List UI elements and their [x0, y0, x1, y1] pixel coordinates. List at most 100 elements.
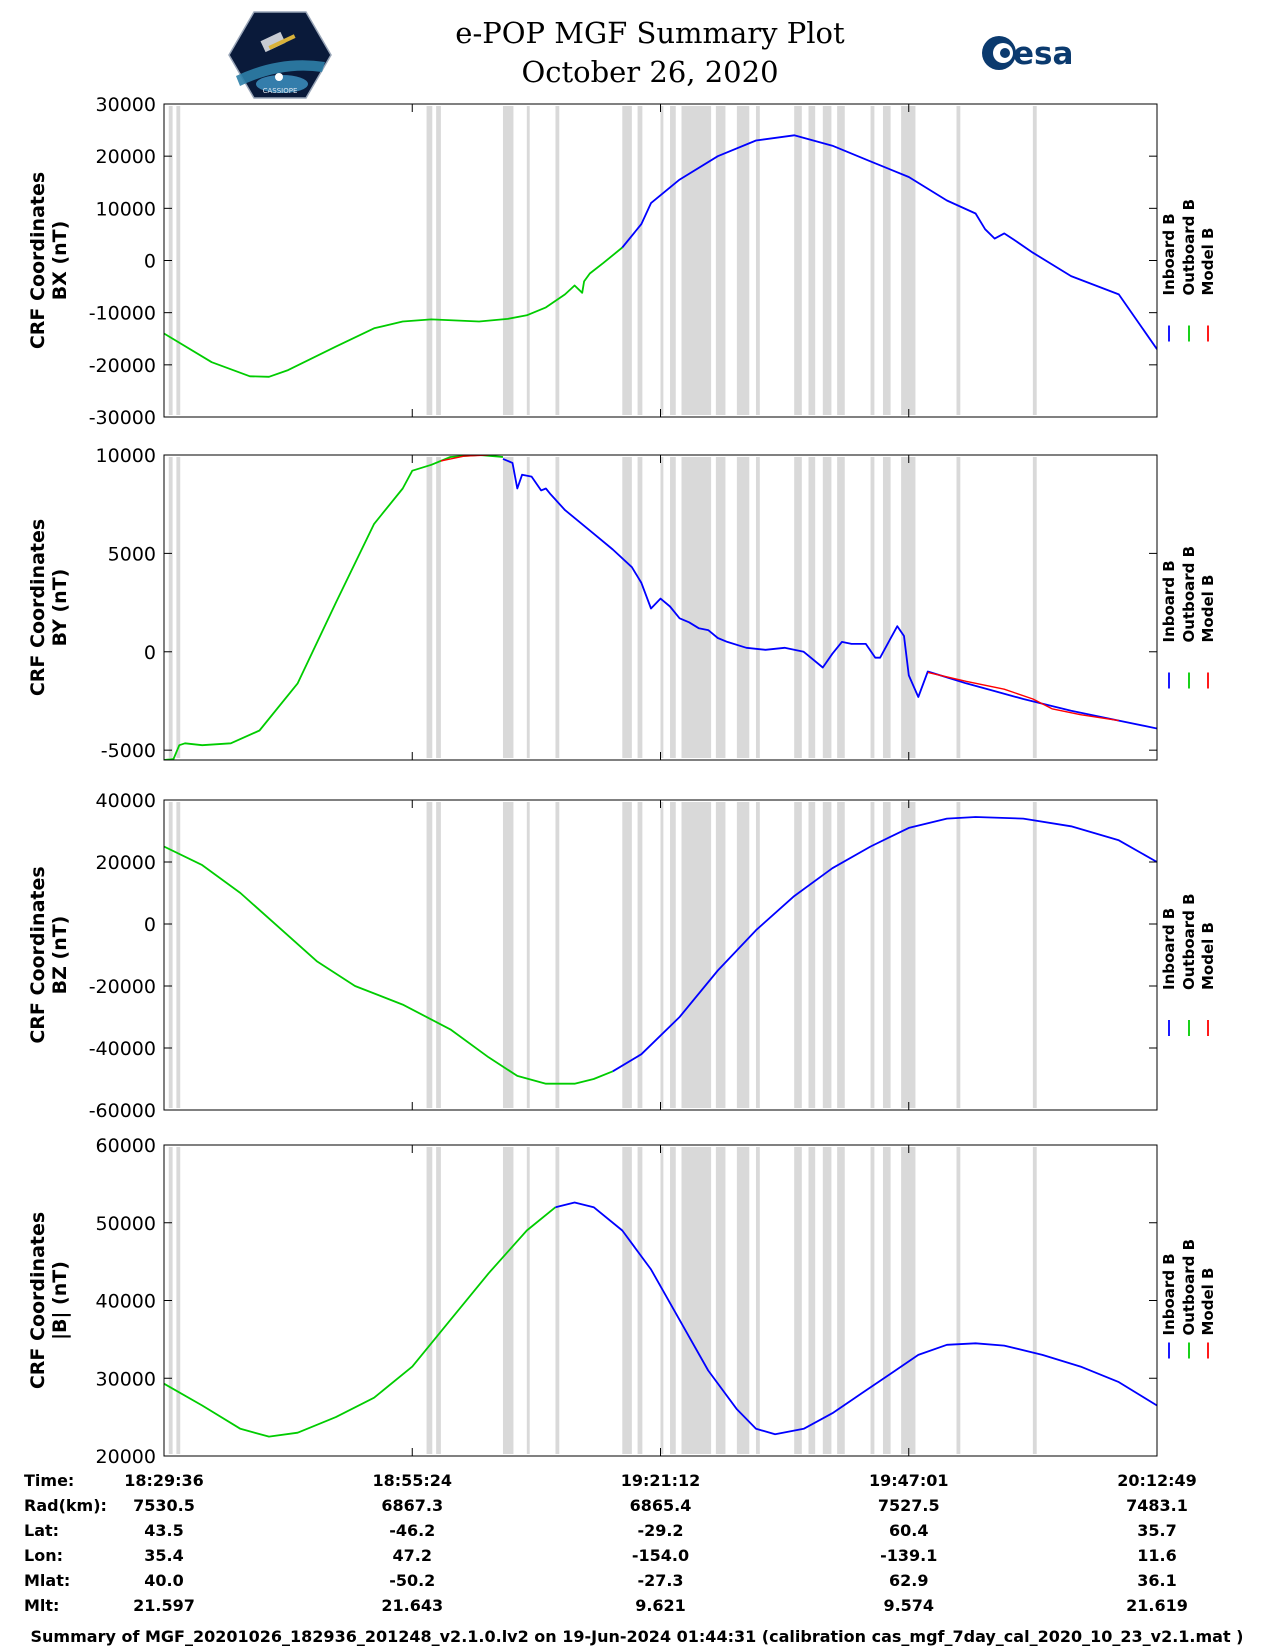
data-gap-band — [870, 106, 875, 415]
table-cell: 9.621 — [635, 1596, 686, 1615]
data-gap-band — [436, 106, 441, 415]
legend-entry-label: Inboard B — [1160, 1253, 1178, 1335]
data-gap-band — [808, 457, 816, 758]
y-tick-label: 0 — [144, 642, 156, 664]
data-gap-band — [526, 106, 530, 415]
y-tick-label: 20000 — [96, 852, 156, 874]
legend: Inboard B Outboard B Model B — [1160, 1239, 1217, 1359]
y-tick-label: -30000 — [89, 407, 156, 429]
table-cell: 19:21:12 — [621, 1471, 701, 1490]
data-gap-band — [736, 106, 750, 415]
table-cell: -139.1 — [880, 1546, 937, 1565]
y-tick-label: 10000 — [96, 445, 156, 467]
data-gap-band — [901, 802, 916, 1108]
data-gap-band — [176, 1147, 181, 1454]
y-tick-label: 10000 — [96, 198, 156, 220]
y-tick-label: -10000 — [89, 303, 156, 325]
series-group — [164, 1201, 1157, 1438]
data-gap-band — [555, 1147, 560, 1454]
data-gap-band — [1032, 802, 1037, 1108]
data-gap-band — [502, 802, 514, 1108]
data-gap-band — [1032, 457, 1037, 758]
data-gap-band — [637, 106, 643, 415]
data-gap-band — [901, 457, 916, 758]
table-cell: -154.0 — [632, 1546, 689, 1565]
footer-text: Summary of MGF_20201026_182936_201248_v2… — [31, 1627, 1244, 1646]
data-gap-band — [660, 457, 664, 758]
data-gap-band — [526, 802, 530, 1108]
legend-entry-label: Model B — [1199, 1268, 1217, 1336]
table-cell: 60.4 — [889, 1521, 928, 1540]
table-cell: 11.6 — [1137, 1546, 1176, 1565]
y-tick-label: -20000 — [89, 976, 156, 998]
y-axis-label-line: CRF Coordinates — [27, 1212, 49, 1389]
legend-entry-label: Model B — [1199, 228, 1217, 296]
data-gap-band — [837, 802, 845, 1108]
data-gap-band — [736, 1147, 750, 1454]
data-gap-band — [837, 1147, 845, 1454]
data-gap-band — [168, 457, 173, 758]
table-cell: 35.7 — [1137, 1521, 1176, 1540]
data-gap-band — [622, 106, 632, 415]
series-outboard-b — [164, 246, 623, 378]
table-cell: 7527.5 — [878, 1496, 940, 1515]
legend-entry-label: Inboard B — [1160, 213, 1178, 295]
table-cell: -29.2 — [637, 1521, 683, 1540]
ephemeris-table: Time: 18:29:36 18:55:24 19:21:12 19:47:01 20:… — [24, 1471, 1197, 1615]
y-tick-label: -5000 — [101, 740, 156, 762]
table-row-label: Lat: — [24, 1521, 59, 1540]
data-gap-band — [426, 106, 433, 415]
data-gap-band — [681, 1147, 712, 1454]
data-gap-band — [670, 457, 676, 758]
table-cell: 35.4 — [144, 1546, 183, 1565]
table-cell: 62.9 — [889, 1571, 928, 1590]
y-axis-label-line: BY (nT) — [49, 569, 71, 647]
data-gap-band — [168, 802, 173, 1108]
title-line-1: e-POP MGF Summary Plot — [455, 16, 845, 50]
logo-right-text: esa — [1013, 36, 1073, 72]
table-cell: 21.619 — [1126, 1596, 1188, 1615]
data-gap-band — [794, 457, 802, 758]
panel-bz: -60000 -40000 -20000 0 20000 40000 CRF Coordin… — [27, 790, 1217, 1122]
data-gap-band — [176, 457, 181, 758]
y-tick-label: 20000 — [96, 1446, 156, 1468]
data-gap-band — [755, 1147, 760, 1454]
table-cell: 36.1 — [1137, 1571, 1176, 1590]
data-gap-band — [870, 1147, 875, 1454]
series-outboard-b — [164, 1206, 557, 1438]
series-group — [164, 134, 1157, 378]
table-cell: 40.0 — [144, 1571, 183, 1590]
series-model-b — [927, 671, 1119, 722]
data-gap-band — [526, 457, 530, 758]
table-cell: 21.643 — [381, 1596, 443, 1615]
cassiope-logo: CASSIOPE — [228, 11, 332, 99]
table-row-label: Mlat: — [24, 1571, 70, 1590]
legend: Inboard B Outboard B Model B — [1160, 546, 1217, 689]
y-axis-label: CRF CoordinatesBZ (nT) — [27, 866, 71, 1043]
gap-shading — [168, 457, 1037, 758]
data-gap-band — [436, 1147, 441, 1454]
data-gap-band — [736, 802, 750, 1108]
title-line-2: October 26, 2020 — [521, 55, 778, 89]
data-gap-band — [715, 802, 726, 1108]
legend-entry-label: Inboard B — [1160, 908, 1178, 990]
data-gap-band — [882, 802, 891, 1108]
data-gap-band — [837, 106, 845, 415]
data-gap-band — [901, 106, 916, 415]
y-axis-label-line: BZ (nT) — [49, 916, 71, 995]
y-tick-label: -40000 — [89, 1038, 156, 1060]
y-tick-label: -20000 — [89, 355, 156, 377]
data-gap-band — [436, 802, 441, 1108]
y-axis-label-line: CRF Coordinates — [27, 866, 49, 1043]
gap-shading — [168, 106, 1037, 415]
data-gap-band — [755, 802, 760, 1108]
table-cell: 20:12:49 — [1117, 1471, 1197, 1490]
data-gap-band — [794, 802, 802, 1108]
table-cell: 9.574 — [883, 1596, 934, 1615]
table-cell: 6865.4 — [630, 1496, 692, 1515]
data-gap-band — [660, 106, 664, 415]
y-tick-label: -60000 — [89, 1100, 156, 1122]
data-gap-band — [822, 457, 832, 758]
table-cell: 7483.1 — [1126, 1496, 1188, 1515]
series-outboard-b — [164, 845, 614, 1085]
